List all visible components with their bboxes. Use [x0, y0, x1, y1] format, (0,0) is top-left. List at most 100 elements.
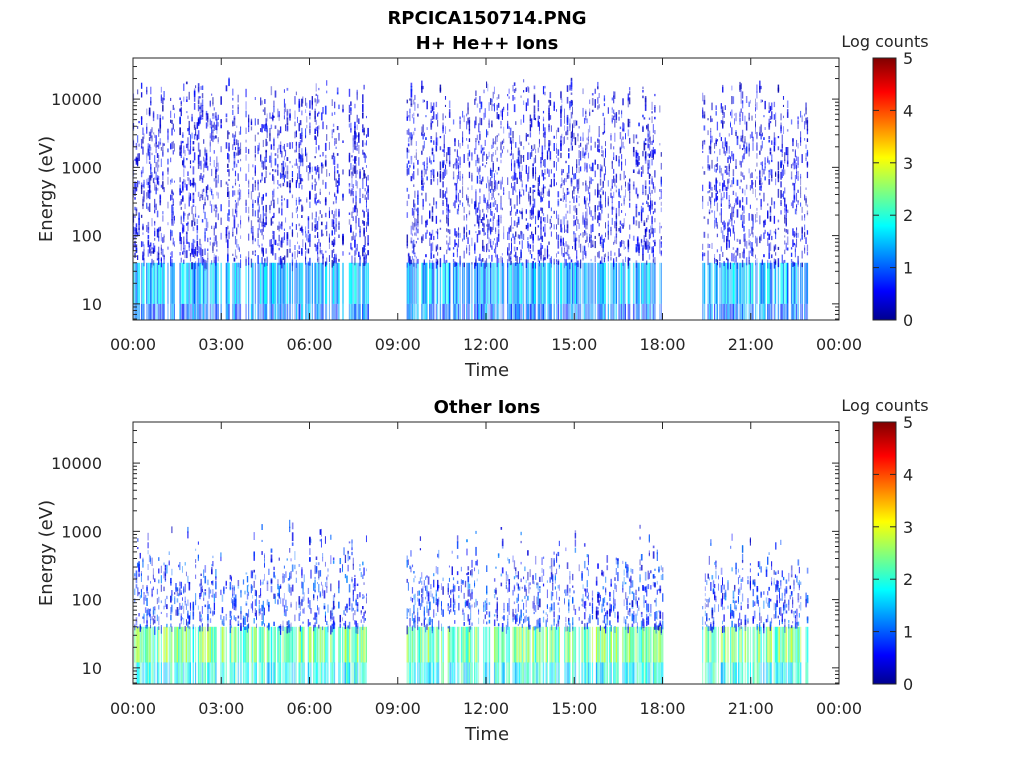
x-tick-label: 00:00 [816, 699, 862, 718]
spectrogram-column-171 [462, 110, 464, 320]
spectrogram-column-278 [642, 585, 644, 684]
spectrogram-column-239 [574, 530, 577, 684]
x-tick-label: 15:00 [551, 699, 597, 718]
spectrogram-column-294 [659, 105, 661, 320]
spectrogram-column-298 [707, 118, 709, 320]
spectrogram-column-329 [755, 98, 756, 320]
spectrogram-column-117 [331, 99, 333, 320]
spectrogram-column-217 [532, 148, 534, 320]
spectrogram-column-272 [619, 126, 622, 320]
spectrogram-column-47 [205, 110, 208, 320]
spectrogram-column-224 [542, 86, 545, 320]
spectrogram-column-11 [148, 554, 151, 684]
spectrogram-column-335 [764, 100, 766, 320]
spectrogram-column-105 [313, 582, 315, 684]
spectrogram-column-303 [715, 105, 717, 320]
spectrogram-column-344 [781, 134, 783, 320]
spectrogram-column-254 [589, 99, 591, 320]
y-tick-label: 10 [82, 295, 102, 314]
spectrogram-column-32 [183, 586, 185, 684]
spectrogram-column-104 [307, 165, 310, 320]
spectrogram-column-353 [805, 592, 807, 684]
spectrogram-column-52 [213, 107, 215, 320]
spectrogram-column-293 [654, 93, 656, 320]
colorbar-tick-label: 0 [903, 311, 913, 330]
spectrogram-column-326 [760, 566, 762, 684]
spectrogram-column-341 [784, 588, 786, 684]
spectrogram-column-70 [252, 570, 254, 684]
spectrogram-column-297 [708, 555, 710, 684]
spectrogram-column-151 [426, 100, 428, 320]
x-tick-label: 21:00 [728, 335, 774, 354]
x-tick-labels: 00:00 03:00 06:00 09:00 12:00 15:00 18:00 21:00… [110, 699, 862, 718]
spectrogram-column-259 [598, 93, 600, 320]
spectrogram-column-94 [291, 142, 294, 320]
spectrogram-column-207 [517, 147, 520, 320]
spectrogram-column-155 [427, 576, 430, 684]
spectrogram-column-190 [491, 98, 493, 320]
spectrogram-column-178 [475, 90, 477, 320]
spectrogram-column-339 [771, 102, 773, 320]
spectrogram-column-66 [245, 572, 248, 684]
spectrogram-column-129 [351, 539, 353, 684]
colorbar-tick-label: 3 [903, 518, 913, 537]
spectrogram-column-233 [565, 547, 567, 684]
spectrogram-column-284 [650, 570, 652, 684]
colorbar-tick-label: 3 [903, 154, 913, 173]
spectrogram-column-165 [452, 119, 455, 320]
spectrogram-column-197 [505, 571, 507, 684]
spectrogram-column-115 [326, 80, 328, 320]
spectrogram [134, 519, 809, 684]
spectrogram-column-212 [528, 582, 530, 684]
spectrogram-column-23 [170, 577, 172, 684]
spectrogram-column-208 [519, 135, 521, 320]
spectrogram-column-255 [590, 136, 592, 320]
spectrogram-column-127 [347, 550, 349, 684]
spectrogram-column-325 [759, 561, 761, 684]
spectrogram-column-350 [797, 559, 800, 684]
spectrogram-column-55 [223, 586, 225, 684]
spectrogram-column-274 [636, 600, 638, 684]
y-tick-label: 10 [82, 659, 102, 678]
spectrogram-column-174 [467, 102, 469, 320]
spectrogram-column-350 [792, 138, 794, 320]
x-tick-label: 03:00 [198, 335, 244, 354]
spectrogram-column-102 [305, 97, 307, 320]
spectrogram-column-265 [607, 107, 609, 320]
spectrogram-column-156 [435, 101, 438, 320]
spectrogram-column-345 [790, 565, 793, 684]
x-tick-label: 12:00 [463, 699, 509, 718]
spectrogram-column-7 [143, 592, 145, 684]
spectrogram-column-281 [636, 141, 639, 320]
spectrogram-column-135 [360, 572, 362, 684]
spectrogram-column-168 [451, 550, 453, 684]
spectrogram-column-174 [462, 580, 464, 684]
spectrogram-column-35 [187, 526, 189, 684]
spectrogram-column-44 [201, 85, 204, 320]
spectrogram-column-318 [744, 614, 747, 684]
spectrogram-column-240 [569, 84, 571, 320]
spectrogram-column-118 [332, 123, 335, 320]
spectrogram-column-150 [425, 115, 427, 320]
spectrogram-column-108 [317, 582, 318, 684]
spectrogram-column-231 [556, 109, 557, 320]
spectrogram-column-180 [470, 570, 472, 684]
spectrogram-column-215 [529, 114, 532, 320]
spectrogram-column-351 [793, 158, 796, 320]
spectrogram-column-101 [303, 574, 305, 684]
spectrogram-column-6 [142, 127, 144, 320]
spectrogram-column-46 [204, 147, 206, 320]
spectrogram-column-294 [704, 573, 706, 684]
spectrogram-column-319 [739, 81, 741, 320]
spectrogram-column-202 [515, 567, 517, 684]
spectrogram-column-78 [265, 118, 268, 320]
spectrogram-column-125 [350, 101, 352, 320]
spectrogram-column-181 [479, 96, 481, 320]
spectrogram-column-89 [282, 145, 285, 320]
spectrogram-column-324 [757, 561, 759, 684]
spectrogram-column-80 [268, 568, 270, 684]
spectrogram-column-130 [356, 89, 358, 320]
spectrogram-column-28 [180, 100, 182, 320]
